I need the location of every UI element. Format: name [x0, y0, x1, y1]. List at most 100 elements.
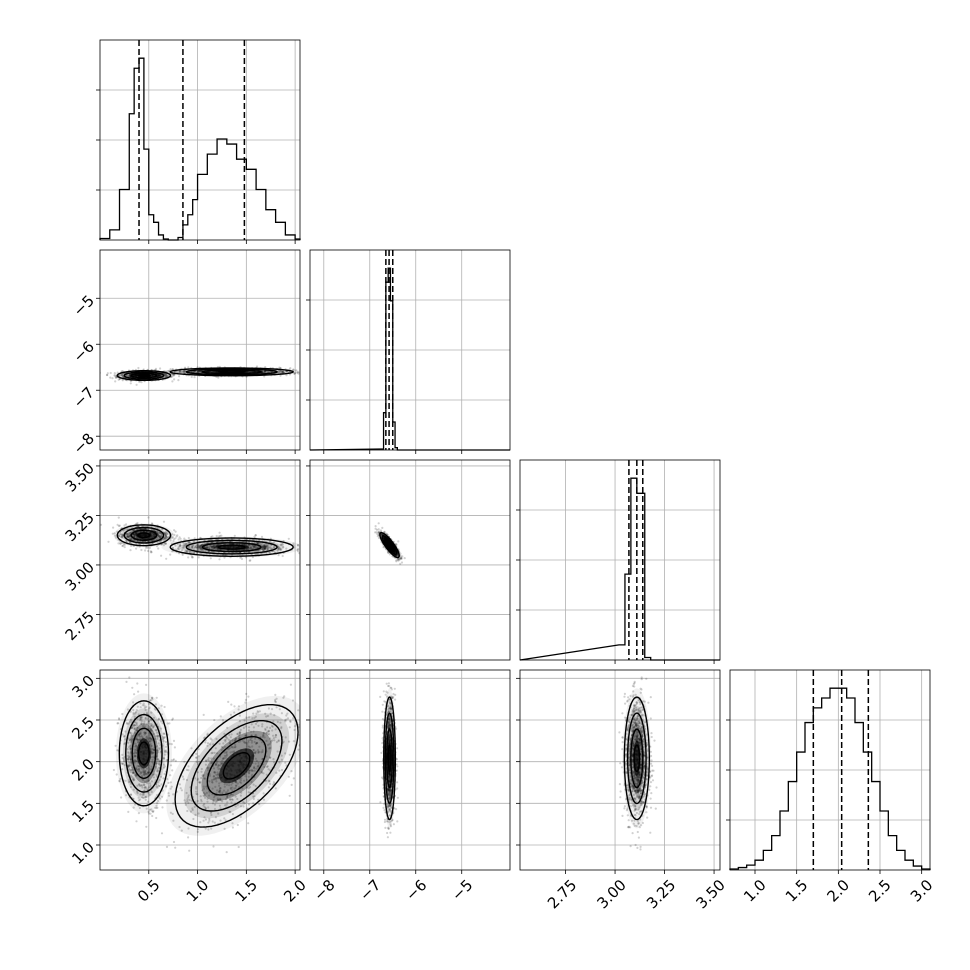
joint-0-2-sample — [207, 546, 210, 549]
joint-0-2-sample — [186, 550, 189, 553]
joint-0-2-sample — [154, 530, 157, 533]
joint-0-2-sample — [257, 542, 260, 545]
joint-0-3-sample — [145, 772, 148, 776]
joint-0-3-sample — [157, 758, 160, 761]
joint-0-1-sample — [157, 375, 160, 378]
joint-0-3-sample — [144, 731, 147, 734]
joint-0-1-sample — [171, 380, 174, 383]
joint-0-2-sample — [150, 522, 154, 525]
joint-0-3-sample — [126, 754, 129, 757]
joint-0-2-sample — [164, 531, 167, 534]
joint-0-2-sample — [264, 547, 267, 550]
joint-0-1-sample — [297, 372, 300, 375]
joint-0-3-sample — [145, 737, 149, 740]
joint-0-2-sample — [185, 542, 188, 546]
joint-0-2-sample — [277, 547, 280, 550]
joint-0-3-sample — [243, 779, 246, 782]
joint-0-2-sample — [164, 542, 167, 545]
joint-0-3-sample — [151, 751, 154, 754]
joint-0-1-sample — [157, 374, 160, 377]
joint-0-3-sample — [234, 786, 237, 789]
joint-0-3-sample — [159, 775, 163, 778]
joint-0-3-sample — [213, 803, 217, 806]
joint-0-1-sample — [164, 370, 168, 373]
joint-0-3-sample — [118, 718, 121, 721]
joint-0-3-sample — [128, 764, 132, 767]
joint-0-2-sample — [181, 549, 184, 552]
joint-0-2-sample — [133, 535, 136, 538]
joint-0-2-sample — [152, 533, 155, 536]
joint-0-2-sample — [223, 556, 226, 559]
joint-0-1-sample — [279, 369, 282, 373]
joint-0-3-sample — [258, 745, 261, 748]
joint-0-3-sample — [203, 777, 206, 780]
joint-0-2-sample — [243, 548, 247, 551]
joint-0-3-sample — [134, 742, 137, 745]
joint-0-2-sample — [148, 546, 151, 549]
joint-0-3-sample — [202, 794, 205, 797]
joint-0-3-sample — [126, 748, 129, 751]
joint-0-2-sample — [256, 542, 260, 545]
joint-0-3-sample — [143, 773, 146, 776]
hist-3-panel: 1.0 1.5 2.0 2.5 3.0 — [726, 669, 936, 906]
joint-0-3-sample — [139, 716, 142, 719]
joint-0-2-sample — [143, 530, 146, 533]
joint-0-3-sample — [202, 737, 206, 740]
joint-0-3-sample — [152, 749, 156, 752]
joint-0-3-sample — [139, 702, 142, 705]
joint-0-3-sample — [147, 720, 151, 723]
joint-0-3-sample — [217, 764, 220, 767]
joint-0-2-sample — [159, 532, 162, 535]
joint-0-3-sample — [226, 795, 229, 798]
joint-0-1-sample — [196, 370, 199, 374]
joint-0-3-sample — [266, 765, 269, 768]
joint-0-2-sample — [171, 533, 174, 536]
joint-0-3-sample — [135, 820, 138, 823]
joint-0-3-sample — [275, 697, 278, 700]
joint-0-3-sample — [215, 776, 218, 780]
joint-0-3-sample — [157, 747, 160, 750]
joint-0-3-sample — [139, 732, 142, 735]
joint-0-2-sample — [269, 545, 272, 548]
joint-0-3-sample — [156, 806, 159, 809]
joint-0-3-sample — [237, 845, 240, 849]
joint-0-3-sample — [160, 832, 164, 835]
joint-0-3-sample — [169, 787, 172, 790]
joint-0-2-sample — [266, 544, 269, 547]
joint-0-1-sample — [178, 370, 181, 373]
joint-0-3-sample — [257, 761, 260, 765]
joint-0-2-sample — [188, 541, 191, 544]
joint-0-3-sample — [213, 808, 217, 811]
joint-0-2-sample — [112, 526, 115, 529]
joint-0-3-sample — [171, 717, 174, 720]
joint-0-3-sample — [135, 744, 138, 747]
joint-0-3-sample — [229, 811, 232, 814]
joint-0-3-sample — [124, 779, 127, 782]
joint-0-2-contour-1-1 — [185, 539, 278, 555]
joint-0-3-sample — [150, 752, 153, 755]
joint-0-3-sample — [138, 784, 142, 787]
joint-0-1-sample — [172, 373, 175, 376]
joint-0-3-sample — [188, 849, 191, 852]
joint-0-1-sample — [135, 383, 138, 386]
joint-0-2-sample — [263, 547, 266, 550]
joint-0-1-sample — [282, 370, 285, 373]
joint-0-3-sample — [271, 665, 273, 667]
joint-0-2-sample — [146, 540, 149, 543]
joint-0-2-sample — [169, 539, 172, 542]
joint-0-1-sample — [159, 371, 162, 374]
joint-0-3-sample — [146, 773, 149, 776]
joint-0-2-sample — [132, 529, 135, 532]
joint-0-3-sample — [218, 782, 221, 785]
joint-0-2-sample — [218, 531, 221, 534]
joint-0-3-sample — [151, 761, 154, 764]
joint-0-3-sample — [135, 766, 138, 769]
hist-3-xtick-label-2: 2.0 — [823, 876, 853, 906]
joint-0-2-sample — [298, 552, 300, 555]
joint-0-3-sample — [143, 733, 146, 736]
joint-0-3-sample — [246, 786, 249, 789]
joint-0-3-sample — [145, 705, 148, 708]
joint-0-3-sample — [132, 752, 135, 755]
joint-0-3-sample — [223, 739, 226, 742]
joint-0-2-sample — [252, 545, 255, 548]
